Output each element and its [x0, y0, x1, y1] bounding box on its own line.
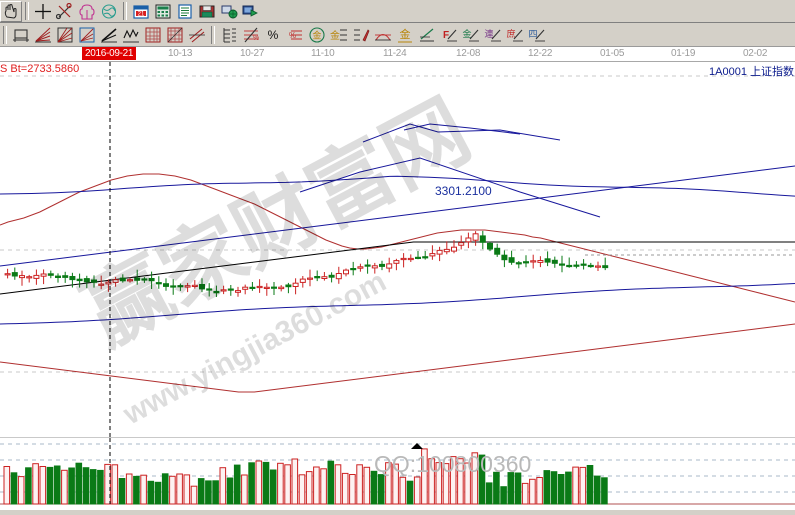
volume-chart-pane[interactable] [0, 437, 795, 511]
zigzag-icon[interactable] [120, 24, 142, 45]
gold-icon[interactable]: 金 [394, 24, 416, 45]
top-toolbar: 21 [0, 0, 795, 23]
date-tick[interactable]: 11-24 [383, 48, 407, 59]
toolbar-separator [211, 25, 215, 44]
parallel-lines-icon[interactable] [186, 24, 208, 45]
brain-icon[interactable] [98, 1, 120, 22]
network-icon[interactable] [218, 1, 240, 22]
pen-icon[interactable] [350, 24, 372, 45]
percent-levels-icon[interactable]: % [284, 24, 306, 45]
svg-text:金: 金 [312, 29, 321, 41]
hand-tool-icon[interactable] [0, 0, 22, 22]
gold-levels-icon[interactable]: 金 [328, 24, 350, 45]
ladder-icon[interactable] [218, 24, 240, 45]
save-icon[interactable] [196, 1, 218, 22]
trend-line-icon[interactable] [98, 24, 120, 45]
date-axis[interactable]: 09-062016-09-2110-1310-2711-1011-2412-08… [0, 47, 795, 62]
price-chart-canvas [0, 62, 795, 437]
date-tick[interactable]: 10-27 [240, 48, 265, 59]
chart-info-right: 1A0001 上证指数 [709, 66, 794, 78]
svg-text:金: 金 [462, 28, 471, 40]
svg-text:四: 四 [528, 30, 537, 40]
date-tick[interactable]: 02-02 [743, 48, 768, 59]
svg-text:%: % [289, 31, 296, 40]
toolbar-separator [25, 2, 29, 20]
date-tick[interactable]: 12-22 [528, 48, 553, 59]
svg-text:21: 21 [138, 11, 145, 17]
drawing-tools-toolbar: % % % 金 金 金 F 金 連 [0, 23, 795, 47]
f-angle-icon[interactable]: F [438, 24, 460, 45]
date-tick-selected[interactable]: 2016-09-21 [82, 47, 137, 60]
report-icon[interactable] [174, 1, 196, 22]
rectangle-tool-icon[interactable] [10, 24, 32, 45]
fan-lines-icon[interactable] [32, 24, 54, 45]
svg-text:F: F [443, 30, 449, 41]
chain-angle-icon[interactable]: 連 [482, 24, 504, 45]
price-annotation-label: 3301.2100 [435, 184, 492, 198]
percent-retrace-icon[interactable]: % [240, 24, 262, 45]
grid-icon[interactable] [142, 24, 164, 45]
svg-text:%: % [268, 28, 279, 42]
date-tick[interactable]: 12-08 [456, 48, 481, 59]
scissors-icon[interactable] [54, 1, 76, 22]
date-tick[interactable]: 10-13 [168, 48, 193, 59]
gold-angle-icon[interactable]: 金 [460, 24, 482, 45]
gold-circle-icon[interactable]: 金 [306, 24, 328, 45]
gann-fan-icon[interactable] [54, 24, 76, 45]
grid-2-icon[interactable] [164, 24, 186, 45]
date-tick[interactable]: 01-05 [600, 48, 625, 59]
speed-lines-icon[interactable] [76, 24, 98, 45]
flower-icon[interactable] [76, 1, 98, 22]
four-angle-icon[interactable]: 四 [526, 24, 548, 45]
arc-icon[interactable] [372, 24, 394, 45]
toolbar-separator [3, 25, 7, 44]
price-chart-pane[interactable]: S Bt=2733.5860 1A0001 上证指数 3301.2100 [0, 62, 795, 437]
date-tick[interactable]: 11-10 [311, 48, 335, 59]
date-tick[interactable]: 01-19 [671, 48, 696, 59]
calculator-icon[interactable] [152, 1, 174, 22]
svg-text:金: 金 [400, 27, 411, 41]
status-bar [0, 510, 795, 515]
crosshair-icon[interactable] [32, 1, 54, 22]
chart-info-left: S Bt=2733.5860 [0, 63, 80, 75]
svg-text:庶: 庶 [506, 28, 515, 40]
svg-text:金: 金 [330, 29, 340, 42]
toolbar-separator [123, 2, 127, 20]
svg-text:連: 連 [484, 28, 493, 40]
calendar-icon[interactable]: 21 [130, 1, 152, 22]
volume-chart-canvas [0, 438, 795, 505]
percent-icon[interactable]: % [262, 24, 284, 45]
export-icon[interactable] [240, 1, 262, 22]
svg-text:%: % [253, 35, 259, 42]
red-angle-icon[interactable]: 庶 [504, 24, 526, 45]
angle-icon[interactable] [416, 24, 438, 45]
